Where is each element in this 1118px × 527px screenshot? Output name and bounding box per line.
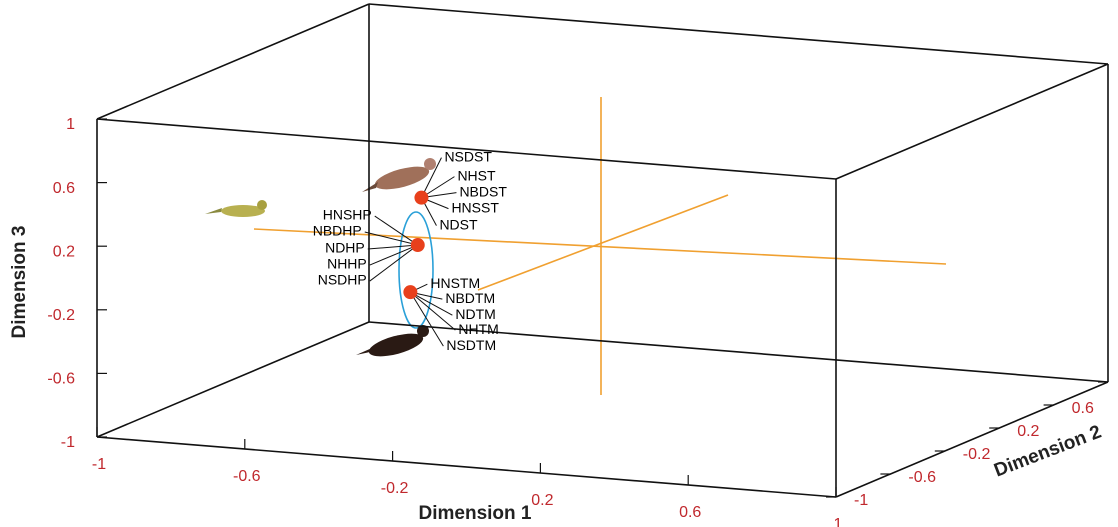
point-label: HNSST xyxy=(451,199,499,215)
point-label: NDHP xyxy=(325,240,365,256)
z-tick-label: -1 xyxy=(61,434,75,451)
x-tick-label: 1 xyxy=(834,516,843,527)
y-tick-label: 0.6 xyxy=(1072,400,1094,417)
point-label: HNSTM xyxy=(430,275,480,291)
box-edge xyxy=(97,4,369,119)
point-label: NSDST xyxy=(444,148,492,164)
point xyxy=(411,238,425,252)
point xyxy=(403,285,417,299)
point-label: NHST xyxy=(457,167,496,183)
x-tick-label: 0.2 xyxy=(531,492,553,509)
z-tick-label: 0.2 xyxy=(53,243,75,260)
point-label: NBDTM xyxy=(445,290,495,306)
point-label: NDST xyxy=(439,216,478,232)
y-axis-title: Dimension 2 xyxy=(991,422,1104,482)
z-tick-label: -0.6 xyxy=(47,371,75,388)
leader-line xyxy=(375,216,418,245)
leader-line xyxy=(365,232,418,245)
x-axis-title: Dimension 1 xyxy=(419,503,532,524)
point-label: NSDHP xyxy=(318,272,367,288)
leader-line xyxy=(370,245,418,281)
cluster-ellipse xyxy=(399,212,433,328)
point xyxy=(414,191,428,205)
point-label: NDTM xyxy=(455,306,495,322)
box-edge xyxy=(97,322,369,437)
point-label: NBDST xyxy=(459,183,507,199)
point-label: NHTM xyxy=(458,321,498,337)
bird-icon xyxy=(356,325,429,361)
y-tick-label: 0.2 xyxy=(1017,423,1039,440)
x-tick-label: -0.2 xyxy=(381,480,409,497)
bird-icon xyxy=(362,158,436,194)
z-tick-label: -0.2 xyxy=(47,307,75,324)
y-tick-label: -0.6 xyxy=(908,469,936,486)
x-tick-label: 0.6 xyxy=(679,504,701,521)
z-tick-label: 0.6 xyxy=(53,180,75,197)
point-label: NSDTM xyxy=(446,337,496,353)
y-tick-label: -1 xyxy=(854,492,868,509)
box-edge xyxy=(97,437,836,497)
z-axis-title: Dimension 3 xyxy=(9,226,30,339)
point-label: NHHP xyxy=(327,256,367,272)
bird-icon xyxy=(205,200,267,217)
z-tick-label: 1 xyxy=(66,116,75,133)
chart: Dimension 1 Dimension 3 Dimension 2 -1 -0… xyxy=(0,0,1118,527)
box-edge xyxy=(836,64,1108,179)
point-label: NBDHP xyxy=(313,223,362,239)
x-tick-label: -0.6 xyxy=(233,468,261,485)
box-edge xyxy=(369,4,1108,64)
y-tick-label: -0.2 xyxy=(963,446,991,463)
point-label: HNSHP xyxy=(323,207,372,223)
x-tick-label: -1 xyxy=(92,456,106,473)
